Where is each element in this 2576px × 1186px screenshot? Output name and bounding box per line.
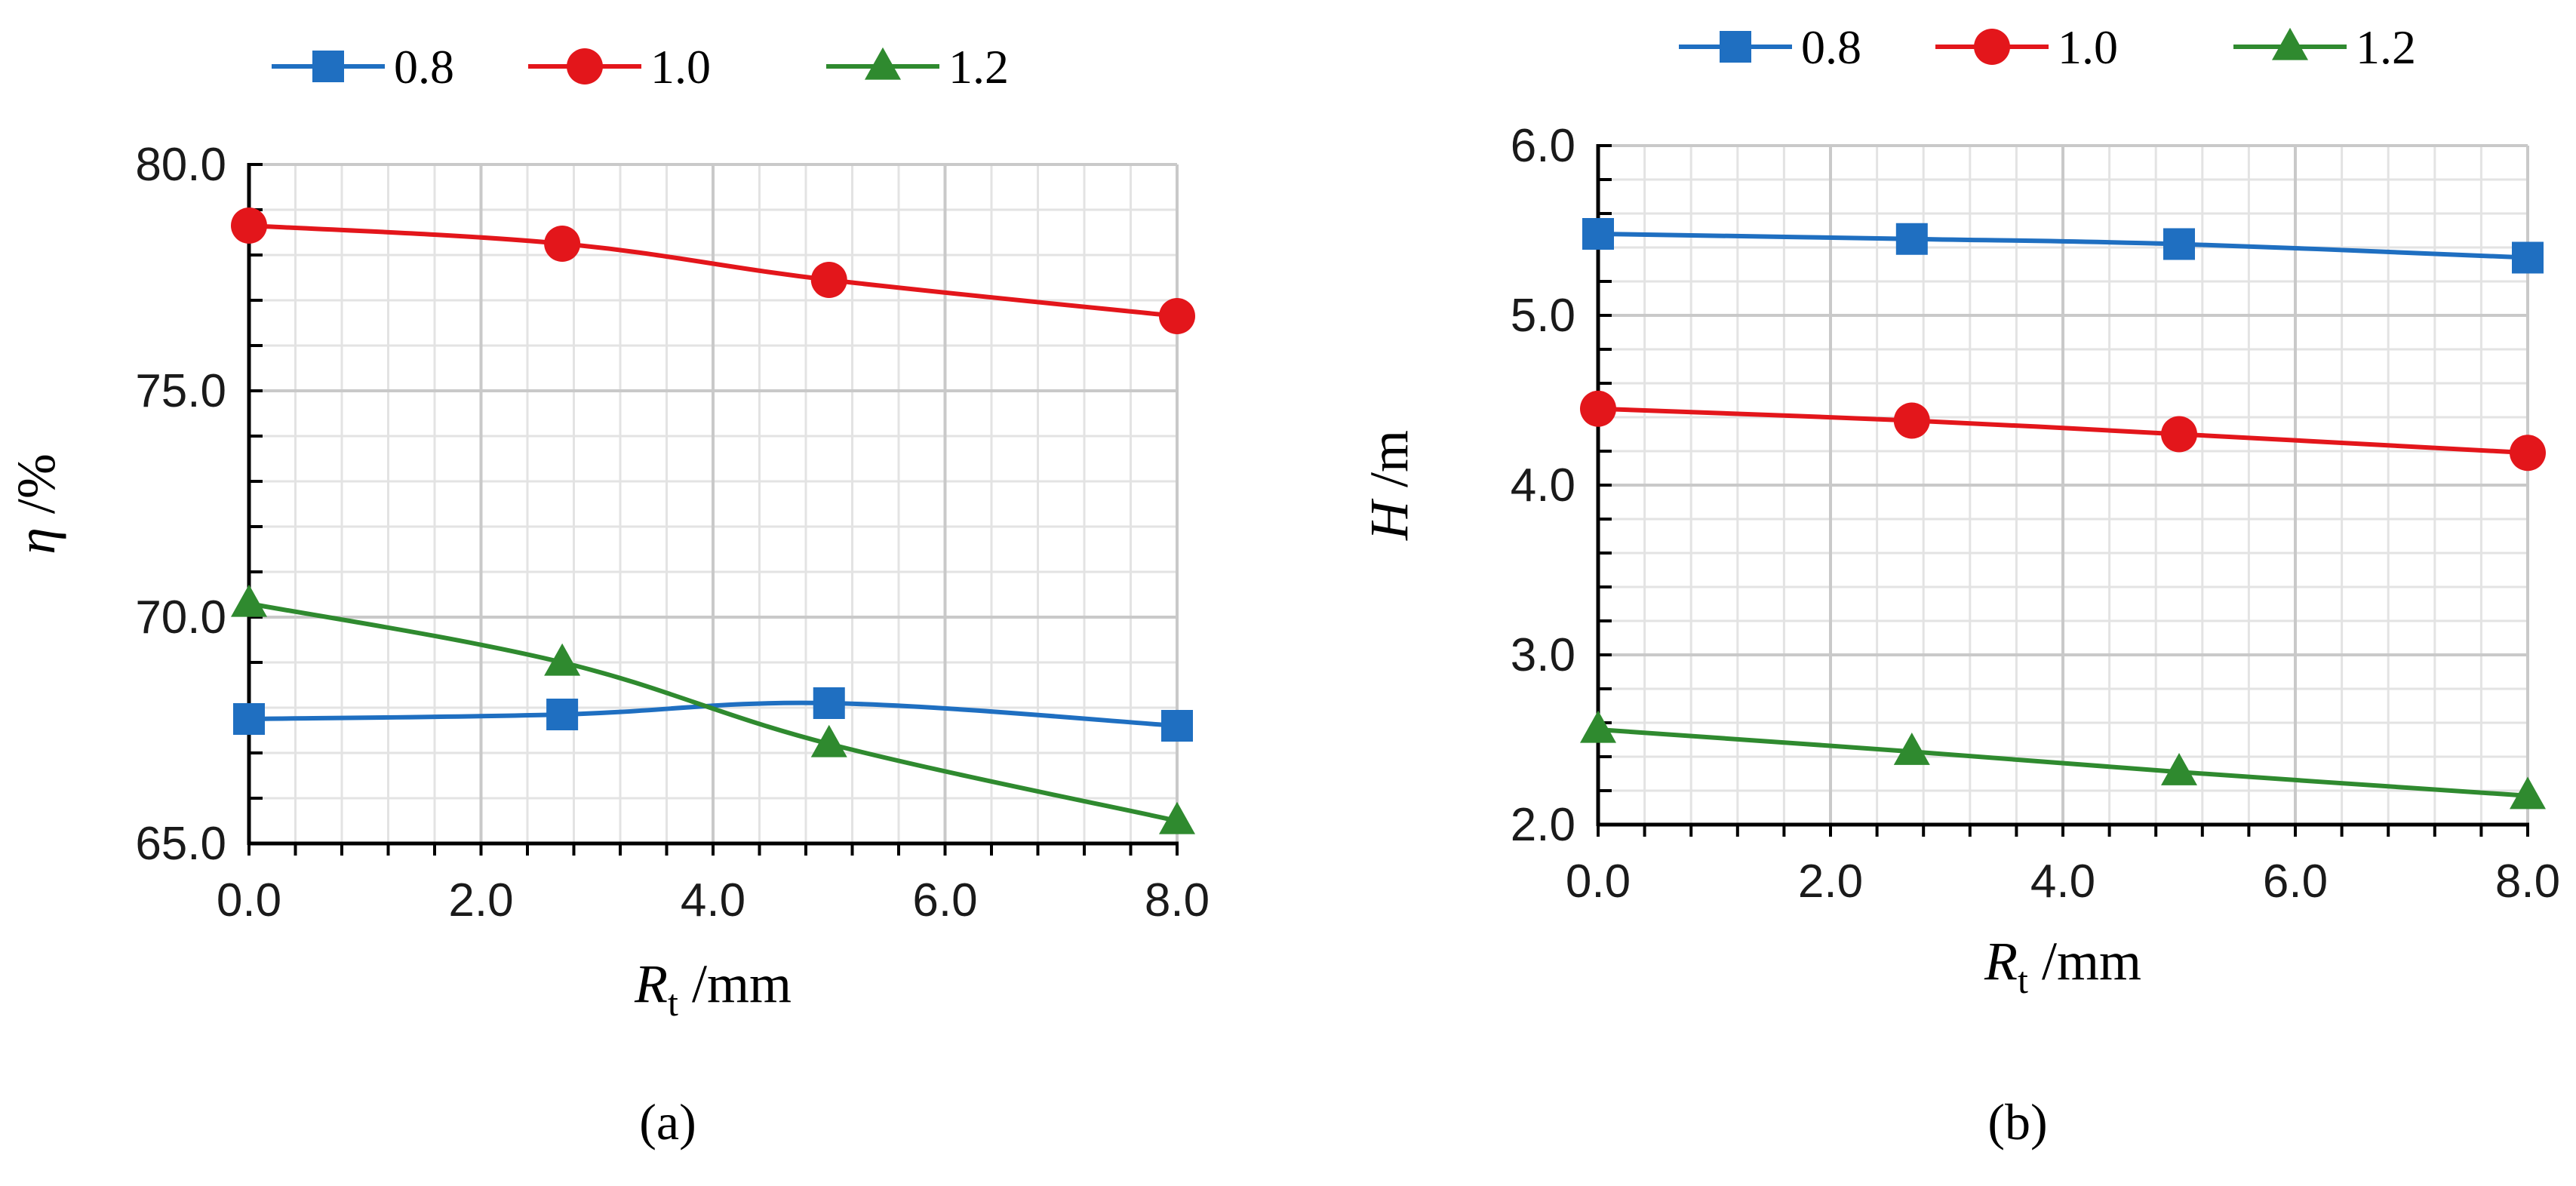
legend-label: 0.8 — [1801, 20, 1861, 74]
data-point — [1159, 298, 1195, 334]
legend-item-0.8: 0.8 — [272, 40, 454, 94]
panel-caption: (b) — [1987, 1093, 2047, 1151]
series-line — [1597, 727, 2528, 798]
data-point — [2510, 776, 2546, 810]
data-point — [1893, 733, 1930, 765]
x-tick-label: 6.0 — [2263, 856, 2328, 908]
data-point — [2510, 435, 2546, 472]
data-point — [1582, 218, 1614, 250]
series-1.2 — [1580, 710, 2546, 810]
series-1.0 — [1580, 390, 2546, 472]
legend-marker — [865, 47, 901, 80]
data-point — [2163, 228, 2195, 260]
y-tick-label: 65.0 — [135, 818, 226, 870]
x-axis-title-unit: /mm — [678, 954, 792, 1014]
y-tick-label: 5.0 — [1511, 290, 1575, 342]
data-point — [544, 643, 581, 676]
y-tick-label: 6.0 — [1511, 120, 1575, 172]
data-point — [810, 262, 847, 298]
legend-marker — [1720, 31, 1751, 63]
y-axis-title-unit: /% — [6, 453, 66, 527]
legend-item-0.8: 0.8 — [1679, 20, 1861, 74]
legend-label: 0.8 — [394, 40, 454, 94]
data-point — [1893, 402, 1930, 439]
data-point — [1159, 801, 1195, 834]
x-axis-title-subscript: t — [2018, 959, 2028, 1001]
x-tick-label: 2.0 — [1798, 856, 1863, 908]
legend-label: 1.0 — [2058, 20, 2118, 74]
series-line — [1597, 406, 2528, 456]
panel-caption: (a) — [639, 1093, 696, 1151]
y-tick-label: 3.0 — [1511, 629, 1575, 681]
data-point — [1161, 710, 1193, 742]
x-tick-label: 6.0 — [912, 874, 977, 926]
gridlines — [247, 163, 1179, 845]
panel-a-chart: 0.0 2.0 4.0 6.0 8.0 65.0 70.0 75.0 80.0 0.8 1.0 1.2… — [6, 40, 1210, 1151]
legend: 0.8 1.0 1.2 — [1679, 20, 2416, 74]
series-0.8 — [233, 687, 1193, 742]
x-axis-title: Rt /mm — [634, 954, 792, 1024]
gridlines — [1597, 144, 2529, 826]
data-point — [544, 226, 581, 262]
y-tick-label: 2.0 — [1511, 799, 1575, 851]
data-point — [1895, 223, 1928, 255]
legend-marker — [1974, 29, 2010, 65]
x-tick-label: 0.0 — [1566, 856, 1631, 908]
y-tick-label: 75.0 — [135, 365, 226, 417]
x-axis-title-subscript: t — [668, 982, 678, 1024]
data-point — [1580, 390, 1616, 427]
x-tick-label: 4.0 — [2030, 856, 2095, 908]
x-axis-title: Rt /mm — [1984, 931, 2141, 1001]
series-line — [248, 223, 1178, 318]
x-axis-title-unit: /mm — [2028, 931, 2141, 991]
panel-b-chart: 0.0 2.0 4.0 6.0 8.02.03.04.05.06.00.8 1.0 1.2H… — [1359, 20, 2560, 1151]
legend-marker — [2272, 27, 2308, 60]
legend-item-1.2: 1.2 — [2233, 20, 2416, 74]
series-line — [1597, 232, 2528, 260]
data-point — [2161, 416, 2197, 453]
legend-label: 1.2 — [2356, 20, 2416, 74]
x-tick-label: 0.0 — [217, 874, 281, 926]
x-tick-label: 4.0 — [681, 874, 745, 926]
legend-item-1.0: 1.0 — [528, 40, 711, 94]
legend-marker — [567, 48, 603, 84]
legend-label: 1.0 — [650, 40, 711, 94]
legend: 0.8 1.0 1.2 — [272, 40, 1009, 94]
legend-item-1.0: 1.0 — [1935, 20, 2118, 74]
y-tick-label: 70.0 — [135, 591, 226, 644]
y-axis-title: η /% — [6, 453, 66, 555]
y-tick-label: 4.0 — [1511, 459, 1575, 512]
data-point — [233, 703, 265, 735]
y-axis-title: H /m — [1359, 430, 1419, 541]
data-point — [2161, 753, 2197, 785]
series-0.8 — [1582, 218, 2544, 274]
series-1.2 — [231, 584, 1195, 834]
x-axis-title-symbol: R — [634, 954, 668, 1014]
series-line — [248, 601, 1178, 823]
data-point — [2512, 241, 2544, 274]
series-line — [248, 700, 1178, 728]
data-point — [231, 584, 267, 617]
series-1.0 — [231, 207, 1195, 334]
y-tick-label: 80.0 — [135, 139, 226, 191]
x-tick-label: 8.0 — [1145, 874, 1210, 926]
legend-marker — [312, 51, 344, 82]
y-axis-title-symbol: η — [6, 527, 66, 555]
x-tick-label: 8.0 — [2495, 856, 2560, 908]
data-point — [231, 207, 267, 244]
x-tick-label: 2.0 — [448, 874, 513, 926]
y-axis-title-symbol: H — [1359, 498, 1419, 541]
y-axis-title-unit: /m — [1359, 430, 1419, 501]
data-point — [546, 699, 579, 730]
data-point — [1580, 710, 1616, 743]
x-axis-title-symbol: R — [1984, 931, 2018, 991]
legend-label: 1.2 — [948, 40, 1009, 94]
data-point — [810, 724, 847, 757]
legend-item-1.2: 1.2 — [826, 40, 1009, 94]
data-point — [813, 687, 845, 719]
